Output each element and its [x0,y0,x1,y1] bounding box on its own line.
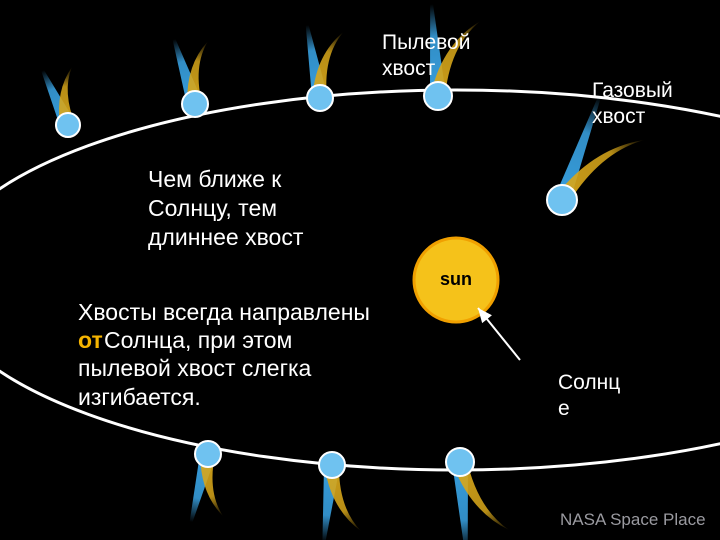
label-sun-ru: Солнц е [558,370,620,423]
credit-text: NASA Space Place [560,510,706,530]
label-dust-tail: Пылевой хвост [382,30,470,83]
label-away-line1b: Солнца, при этом [104,326,292,355]
label-away-highlight: от [78,326,103,355]
label-away-rest: пылевой хвост слегка изгибается. [78,354,311,412]
label-away-line1: Хвосты всегда направлены [78,298,370,327]
sun-label: sun [426,269,486,290]
label-gas-tail: Газовый хвост [592,78,673,131]
comet-tails-diagram: Пылевой хвост Газовый хвост Солнц е Чем … [0,0,720,540]
label-closer: Чем ближе к Солнцу, тем длиннее хвост [148,165,303,251]
